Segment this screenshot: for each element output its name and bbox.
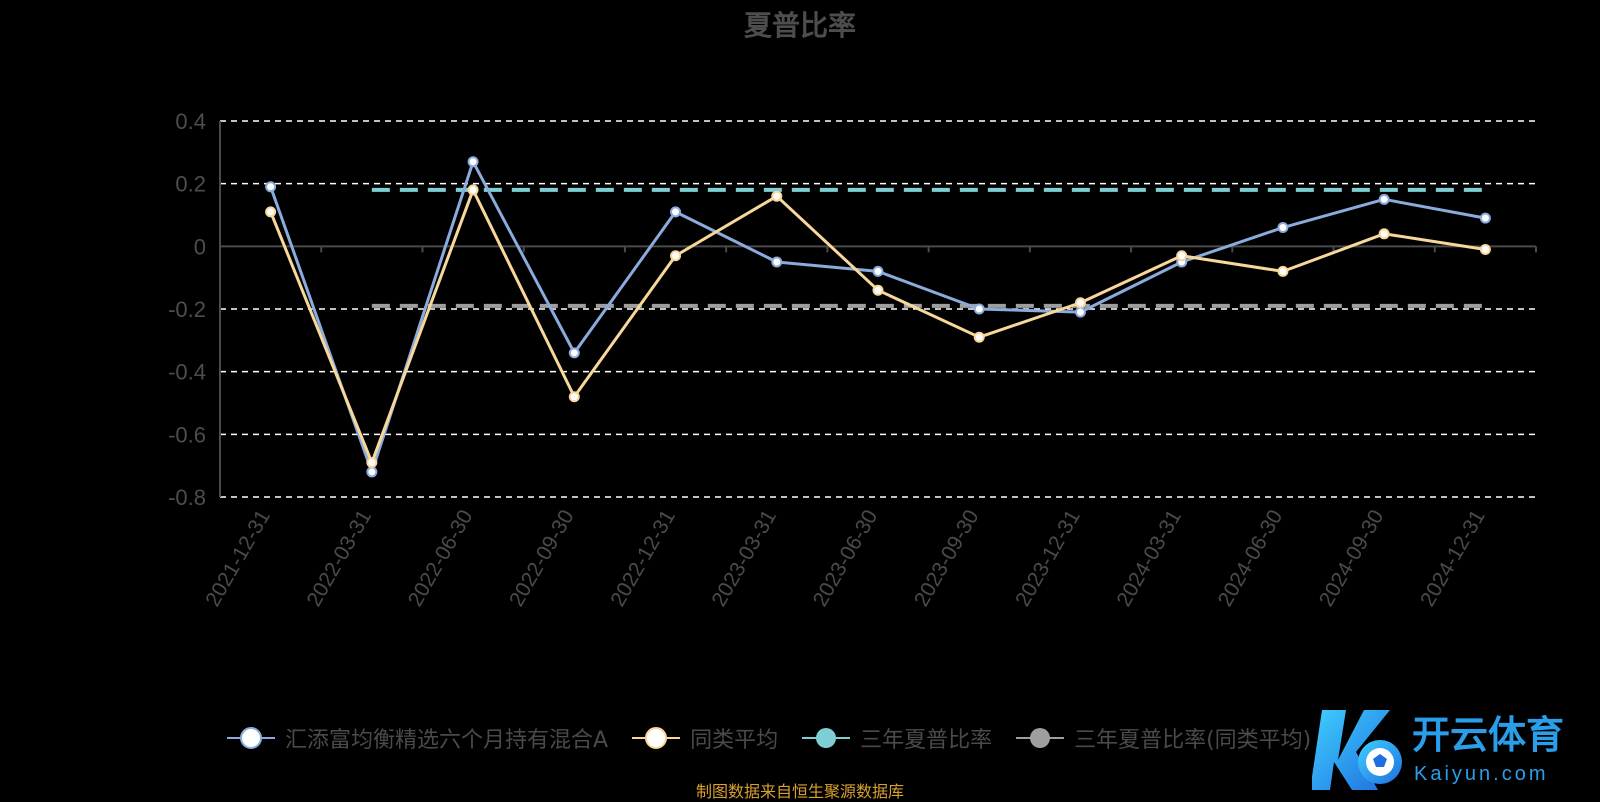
y-tick-label: 0.2	[175, 172, 206, 197]
fund-data-point	[1074, 306, 1086, 318]
x-tick-label: 2023-06-30	[809, 506, 883, 611]
average-data-point	[771, 190, 783, 202]
kaiyun-logo: 开云体育 Kaiyun.com	[1312, 710, 1564, 790]
fund-data-point	[265, 181, 277, 193]
fund-data-point	[1378, 193, 1390, 205]
x-tick-label: 2022-06-30	[404, 506, 478, 611]
chart-title: 夏普比率	[743, 9, 856, 42]
average-data-point	[568, 391, 580, 403]
k-letter-icon	[1312, 710, 1390, 790]
average-data-point	[1074, 297, 1086, 309]
y-tick-label: 0	[194, 234, 206, 259]
average-data-point	[1176, 250, 1188, 262]
y-tick-label: -0.2	[168, 297, 206, 322]
legend-label-fund: 汇添富均衡精选六个月持有混合A	[285, 728, 609, 753]
average-data-point	[1277, 265, 1289, 277]
fund-data-point	[973, 303, 985, 315]
average-data-point	[1378, 228, 1390, 240]
legend: 汇添富均衡精选六个月持有混合A 同类平均 三年夏普比率 三年夏普比率(同类平均)	[225, 718, 1311, 758]
average-series-line	[269, 188, 1486, 465]
brand-name: 开云体育	[1412, 715, 1564, 757]
fund-data-point	[366, 466, 378, 478]
y-tick-label: 0.4	[175, 109, 206, 134]
legend-item-category-average[interactable]: 同类平均	[630, 722, 778, 754]
legend-label-category-average: 同类平均	[690, 728, 779, 753]
average-data-point	[366, 457, 378, 469]
x-tick-label: 2022-12-31	[606, 506, 680, 611]
x-tick-label: 2022-09-30	[505, 506, 579, 611]
data-source-note: 制图数据来自恒生聚源数据库	[695, 782, 904, 801]
x-tick-label: 2022-03-31	[303, 506, 377, 611]
x-tick-label: 2024-12-31	[1416, 506, 1490, 611]
average-data-point	[467, 184, 479, 196]
x-tick-label: 2023-03-31	[707, 506, 781, 611]
x-tick-label: 2024-03-31	[1112, 506, 1186, 611]
average-data-point	[973, 331, 985, 343]
x-tick-label: 2021-12-31	[201, 506, 275, 611]
legend-marker-category-average	[632, 727, 681, 749]
legend-item-three-year-sharpe[interactable]: 三年夏普比率	[800, 722, 992, 754]
fund-data-point	[467, 156, 479, 168]
average-data-point	[872, 284, 884, 296]
legend-marker-three-year-sharpe	[802, 728, 851, 748]
y-tick-label: -0.6	[168, 422, 206, 447]
fund-series-line	[269, 160, 1486, 474]
x-tick-label: 2023-09-30	[910, 506, 984, 611]
x-tick-label: 2023-12-31	[1011, 506, 1085, 611]
fund-data-point	[568, 347, 580, 359]
average-data-point	[265, 206, 277, 218]
fund-data-point	[771, 256, 783, 268]
x-tick-label: 2024-06-30	[1214, 506, 1288, 611]
x-tick-label: 2024-09-30	[1315, 506, 1389, 611]
average-data-point	[1479, 243, 1491, 255]
fund-data-point	[1479, 212, 1491, 224]
legend-item-three-year-sharpe-average[interactable]: 三年夏普比率(同类平均)	[1014, 722, 1311, 754]
legend-marker-three-year-sharpe-average	[1016, 728, 1065, 748]
fund-data-point	[1277, 222, 1289, 234]
brand-url: Kaiyun.com	[1414, 763, 1549, 785]
legend-item-fund[interactable]: 汇添富均衡精选六个月持有混合A	[225, 722, 608, 754]
y-tick-label: -0.8	[168, 485, 206, 510]
legend-label-three-year-sharpe: 三年夏普比率	[860, 728, 993, 753]
fund-data-point	[872, 265, 884, 277]
y-tick-label: -0.4	[168, 360, 206, 385]
legend-label-three-year-sharpe-average: 三年夏普比率(同类平均)	[1074, 728, 1312, 753]
fund-data-point	[670, 206, 682, 218]
average-data-point	[670, 250, 682, 262]
legend-marker-fund	[227, 727, 275, 749]
